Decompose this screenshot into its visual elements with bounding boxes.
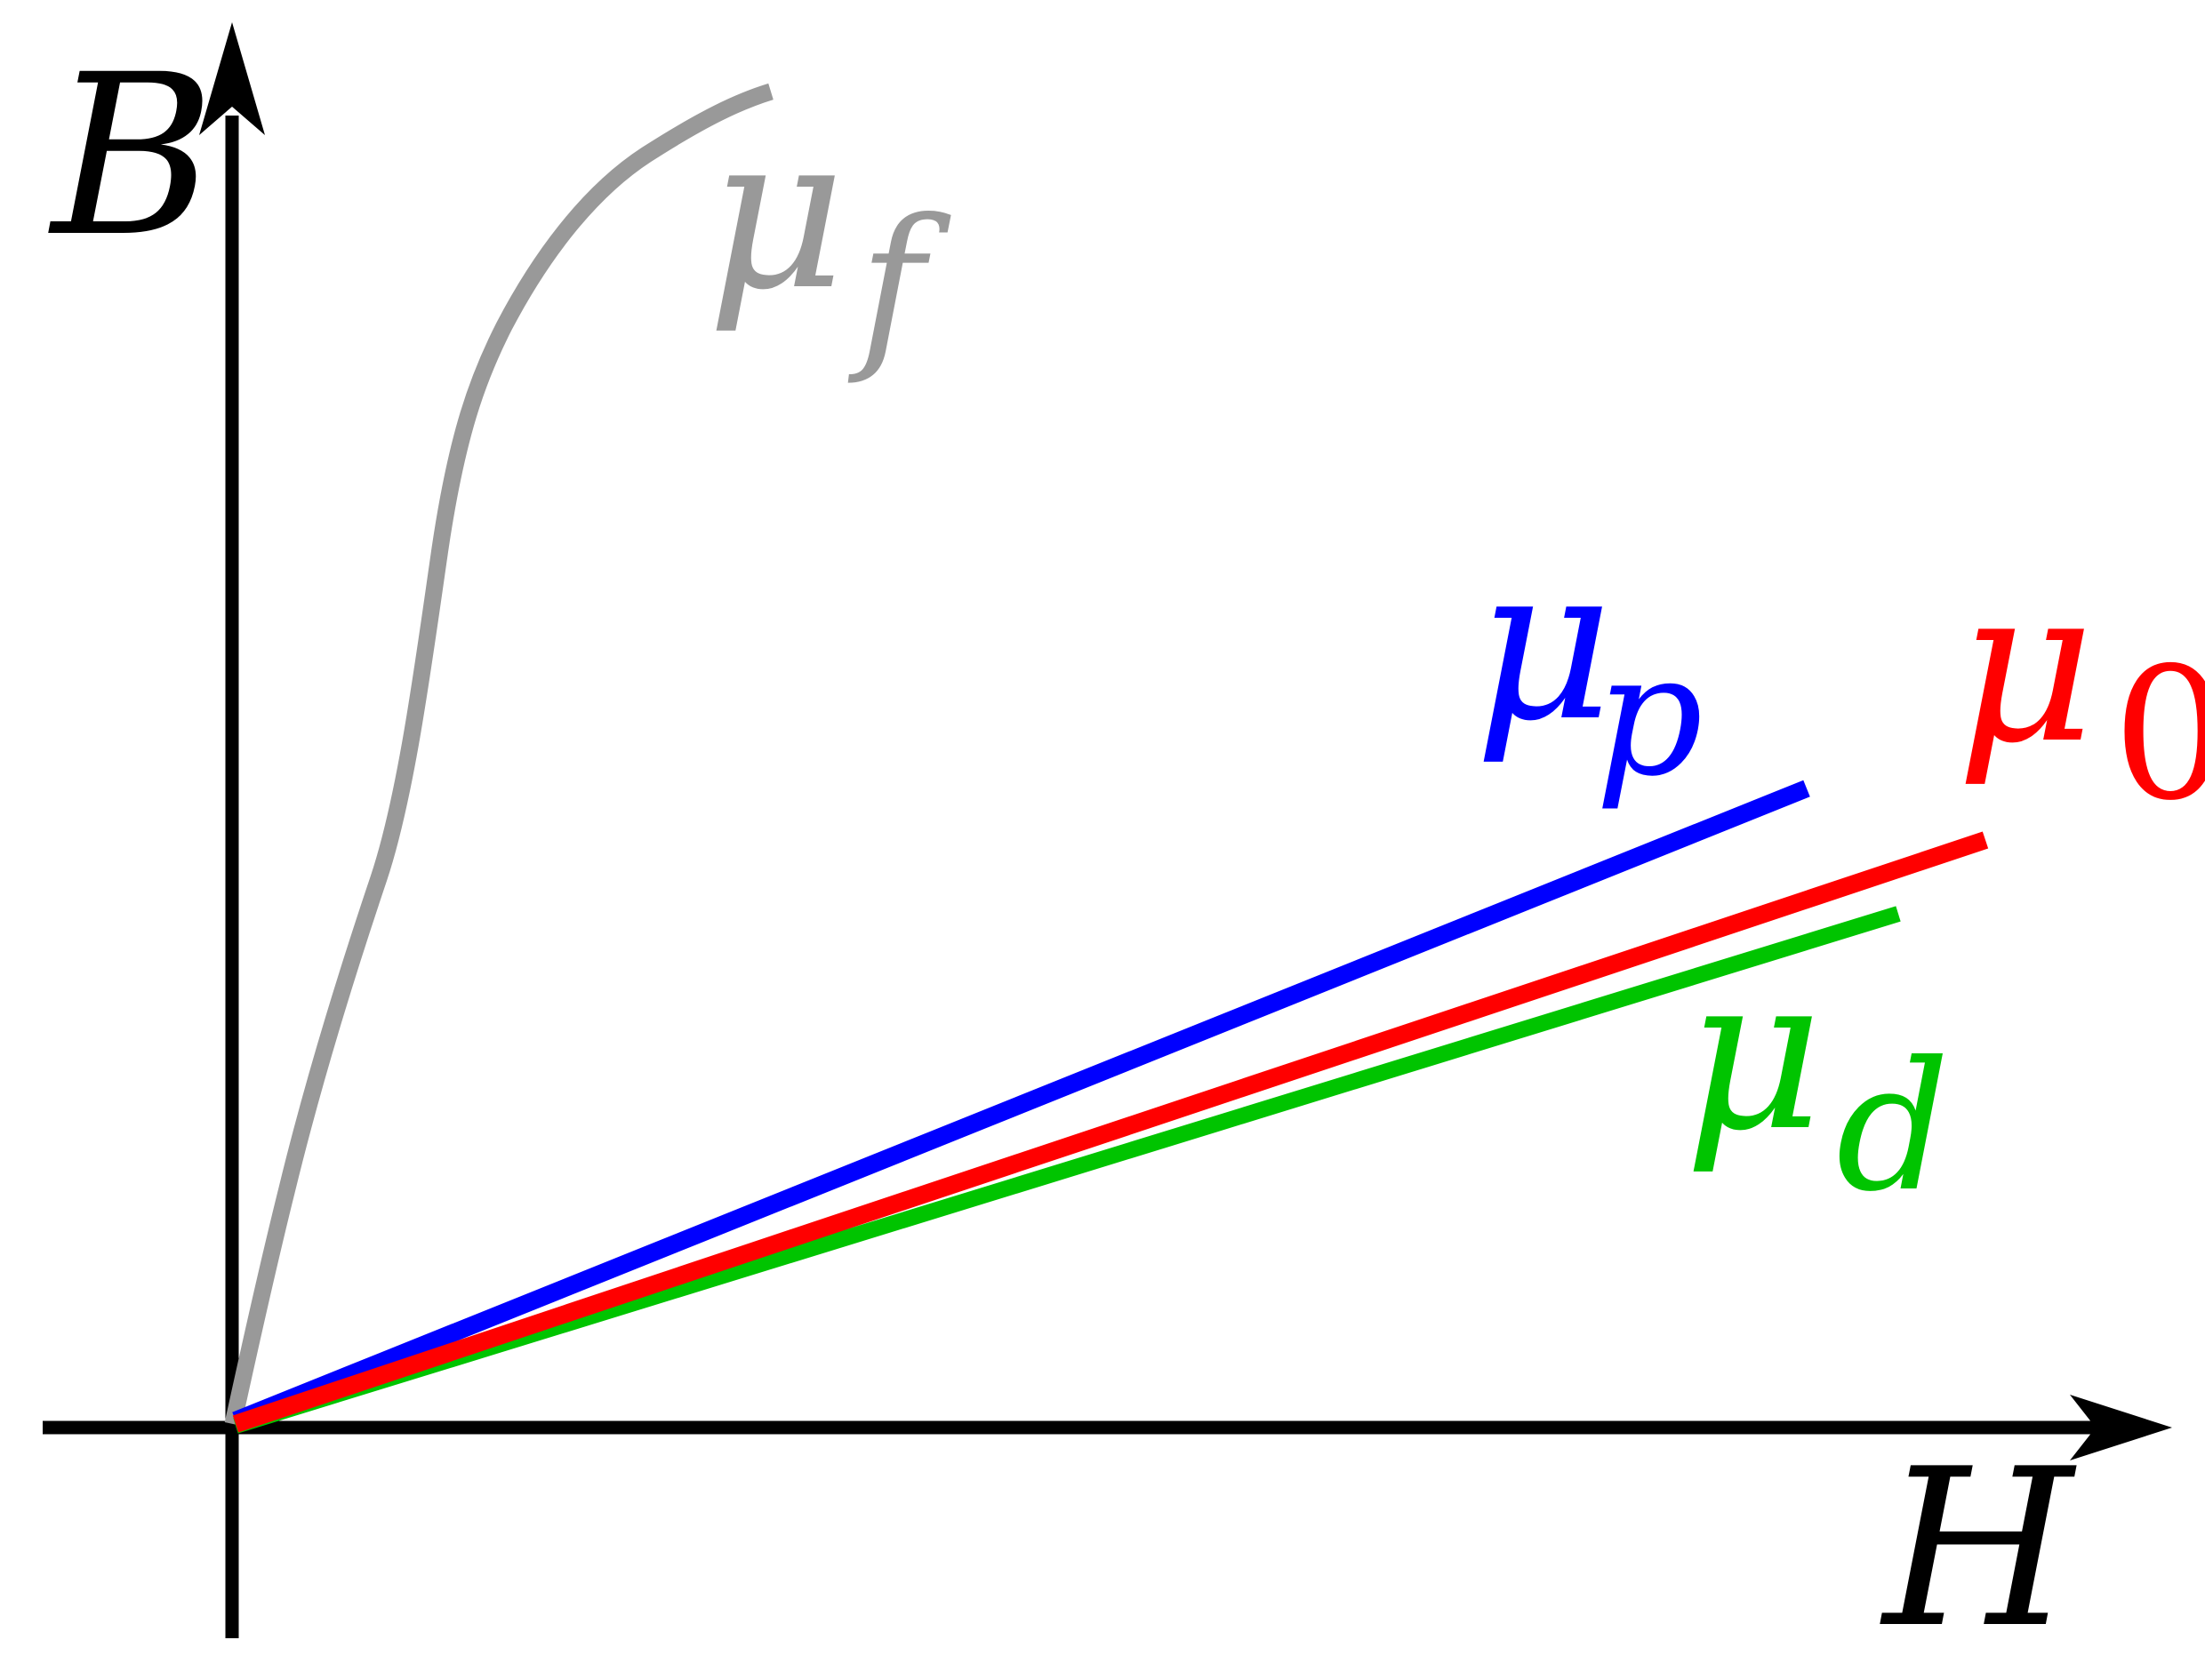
ferromagnet-label-sub: f bbox=[847, 181, 951, 388]
y-axis-arrowhead-icon bbox=[199, 22, 265, 135]
vacuum-line bbox=[232, 831, 1989, 1433]
paramagnet-label-sub: p bbox=[1595, 617, 1704, 813]
paramagnet-label-mu: μ bbox=[1474, 519, 1613, 768]
vacuum-line-label: μ0 bbox=[1956, 541, 2205, 841]
diamagnet-line-label: μd bbox=[1684, 929, 1950, 1231]
paramagnet-line-label: μp bbox=[1474, 519, 1704, 813]
diamagnet-label-mu: μ bbox=[1684, 929, 1823, 1178]
paramagnet-line bbox=[232, 780, 1810, 1429]
vacuum-label-mu: μ bbox=[1956, 541, 2095, 790]
y-axis-label: B bbox=[48, 27, 215, 285]
vacuum-label-sub: 0 bbox=[2113, 629, 2205, 841]
ferromagnet-curve-label: μf bbox=[707, 88, 951, 388]
diamagnet-label-sub: d bbox=[1836, 1024, 1950, 1231]
ferromagnet-label-mu: μ bbox=[707, 88, 846, 337]
ferromagnet-curve bbox=[224, 83, 774, 1427]
x-axis-arrowhead-icon bbox=[2070, 1395, 2172, 1460]
x-axis-label: H bbox=[1880, 1422, 2077, 1676]
